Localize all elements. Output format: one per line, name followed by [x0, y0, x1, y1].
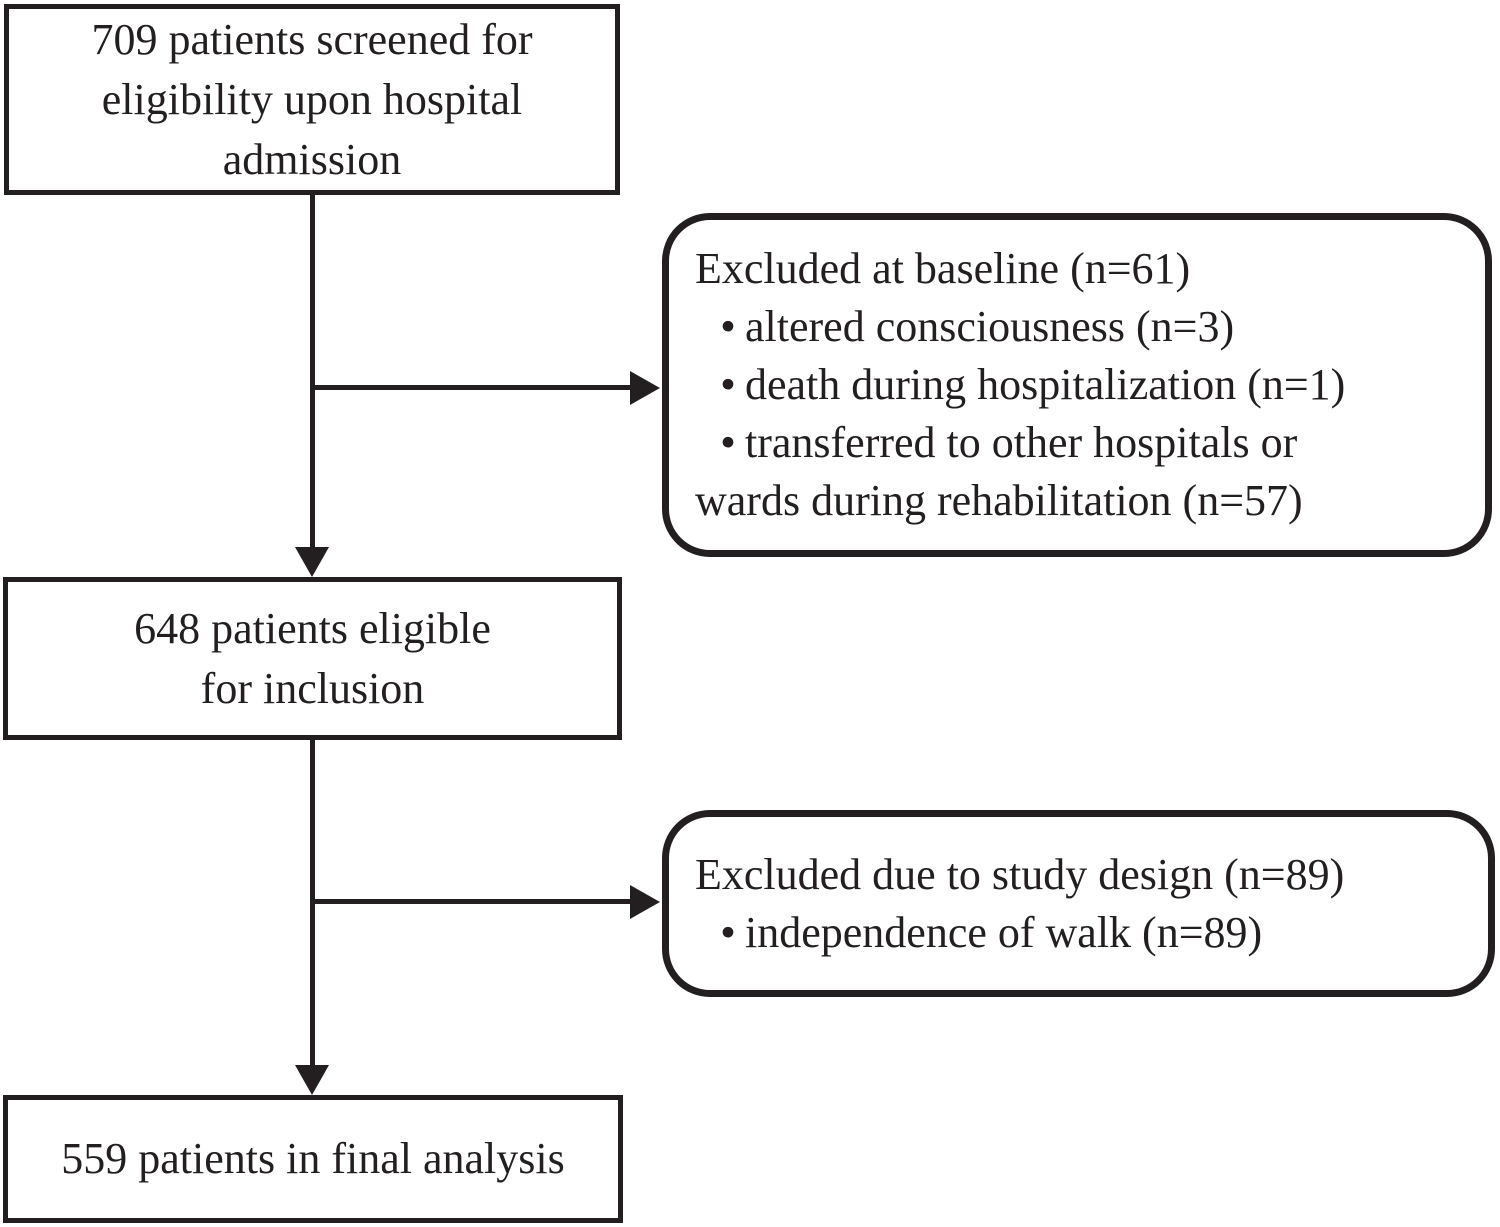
excluded-baseline-title: Excluded at baseline (n=61) [695, 244, 1191, 293]
eligible-box-line: 648 patients eligible [134, 603, 491, 653]
screened-box-line: 709 patients screened for [91, 14, 533, 64]
final-analysis-box: 559 patients in final analysis [3, 1095, 623, 1223]
bullet-icon: · [717, 895, 740, 969]
eligible-box: 648 patients eligible for inclusion [3, 577, 622, 740]
screened-box-line: admission [222, 134, 402, 184]
arrow-line [312, 385, 632, 390]
excluded-baseline-item: · death during hospitalization (n=1) [695, 348, 1459, 422]
arrowhead-down-icon [295, 547, 329, 577]
excluded-baseline-box: Excluded at baseline (n=61) · altered con… [662, 213, 1492, 557]
arrow-line [310, 195, 315, 547]
arrowhead-right-icon [630, 885, 660, 919]
excluded-baseline-item: · altered consciousness (n=3) [695, 290, 1459, 364]
excluded-design-item-text: independence of walk (n=89) [745, 907, 1263, 957]
final-analysis-box-line: 559 patients in final analysis [61, 1134, 565, 1183]
excluded-baseline-item-text: death during hospitalization (n=1) [745, 360, 1346, 409]
screened-box: 709 patients screened for eligibility up… [4, 4, 620, 195]
excluded-baseline-item: · transferred to other hospitals or [695, 406, 1459, 480]
excluded-baseline-item-text: altered consciousness (n=3) [745, 302, 1235, 351]
screened-box-line: eligibility upon hospital [101, 74, 523, 124]
bullet-icon: · [717, 405, 740, 480]
excluded-design-box: Excluded due to study design (n=89) · ind… [662, 810, 1495, 997]
excluded-baseline-item-text: transferred to other hospitals or [745, 418, 1298, 467]
excluded-design-title: Excluded due to study design (n=89) [695, 849, 1345, 899]
arrow-line [312, 899, 632, 904]
arrowhead-down-icon [295, 1065, 329, 1095]
arrowhead-right-icon [630, 371, 660, 405]
excluded-baseline-item-continuation: wards during rehabilitation (n=57) [695, 476, 1303, 525]
bullet-icon: · [717, 347, 740, 422]
bullet-icon: · [717, 289, 740, 364]
eligible-box-line: for inclusion [200, 663, 425, 713]
excluded-design-item: · independence of walk (n=89) [695, 895, 1462, 969]
